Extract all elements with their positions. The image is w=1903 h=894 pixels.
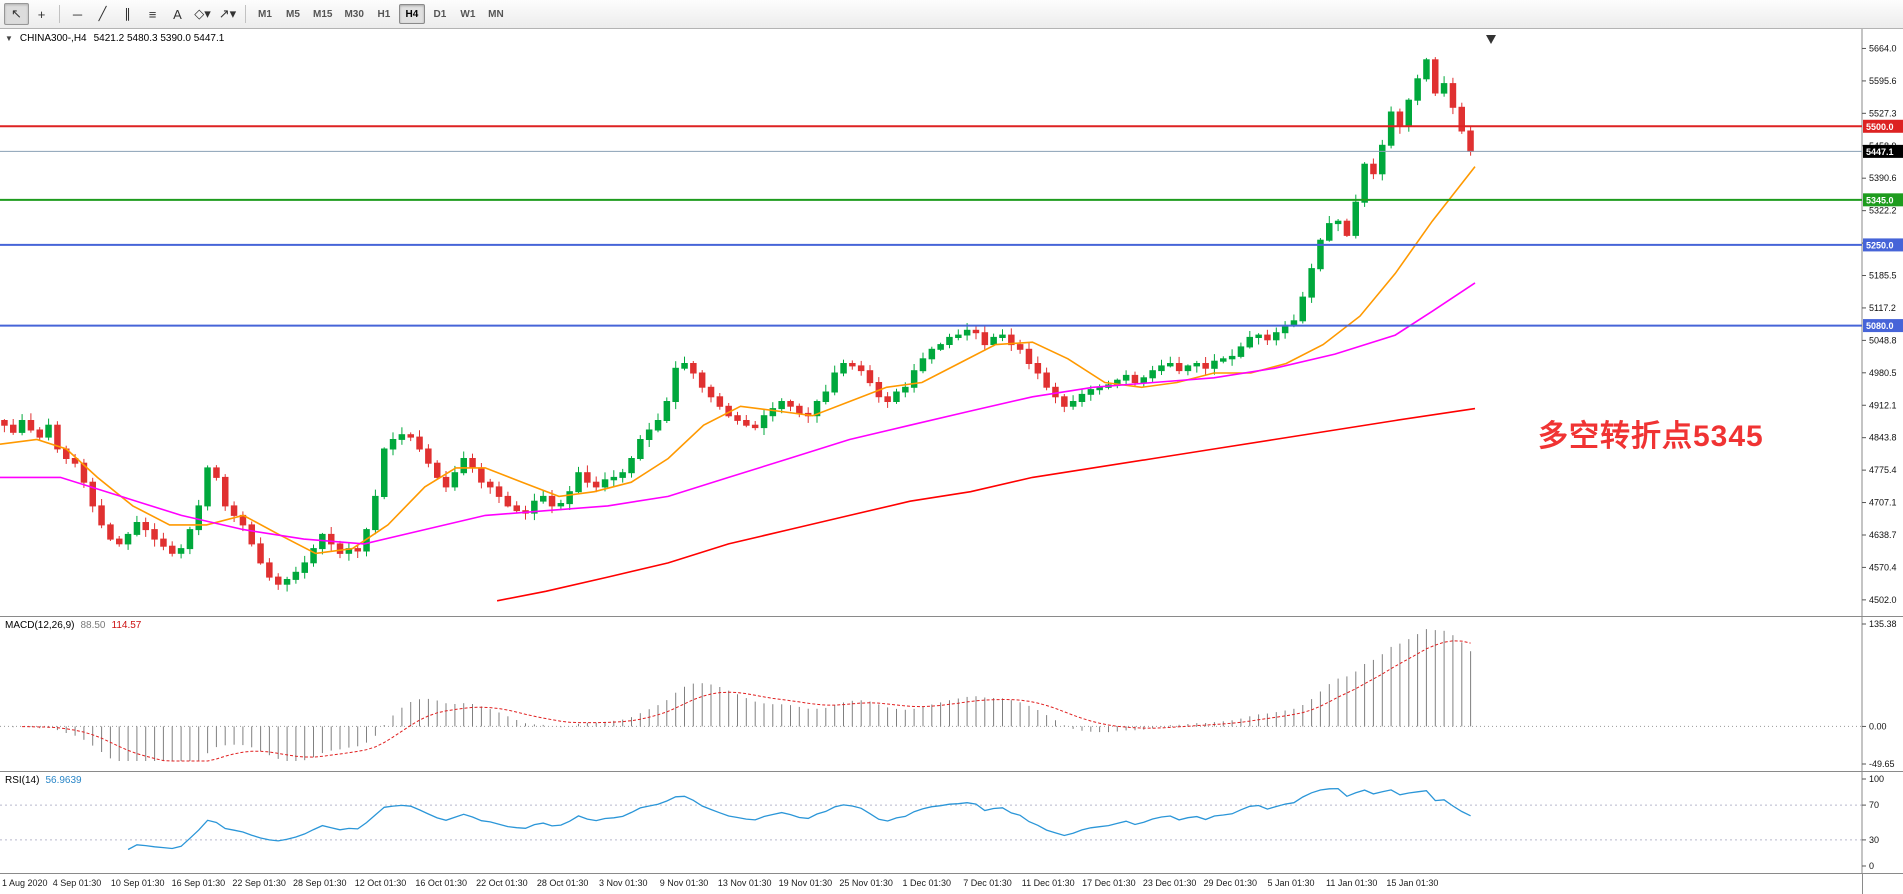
time-axis-label: 11 Dec 01:30 xyxy=(1021,878,1075,888)
horizontal-line-tool-button[interactable]: ─ xyxy=(72,6,83,22)
fibonacci-tool-button[interactable]: ≡ xyxy=(148,6,157,22)
timeframe-button-m30[interactable]: M30 xyxy=(344,8,364,20)
svg-text:5345.0: 5345.0 xyxy=(1866,195,1894,205)
time-axis-label: 11 Jan 01:30 xyxy=(1325,878,1378,888)
svg-text:5250.0: 5250.0 xyxy=(1866,240,1894,250)
shapes-tool-button[interactable]: ◇▾ xyxy=(194,6,211,21)
svg-text:5185.5: 5185.5 xyxy=(1869,271,1897,281)
ohlc-values: 5421.2 5480.3 5390.0 5447.1 xyxy=(93,33,225,44)
timeframe-button-m1[interactable]: M1 xyxy=(258,8,272,20)
timeframe-group: M1 M5 M15 M30 H1 H4 D1 W1 MN xyxy=(251,4,510,24)
svg-text:5117.2: 5117.2 xyxy=(1869,303,1896,313)
svg-text:-49.65: -49.65 xyxy=(1869,759,1895,769)
time-axis-label: 7 Dec 01:30 xyxy=(963,878,1012,888)
time-axis-label: 19 Nov 01:30 xyxy=(778,878,833,888)
time-axis-label: 12 Oct 01:30 xyxy=(354,878,407,888)
time-axis-label: 1 Dec 01:30 xyxy=(902,878,952,888)
time-axis-label: 22 Oct 01:30 xyxy=(476,878,528,888)
svg-text:4843.8: 4843.8 xyxy=(1869,433,1897,443)
time-axis-label: 22 Sep 01:30 xyxy=(232,878,286,888)
rsi-panel[interactable]: 100 70 30 0 RSI(14) 56.9639 xyxy=(0,771,1903,873)
svg-text:4775.4: 4775.4 xyxy=(1869,465,1897,475)
symbol-marker-icon: ▼ xyxy=(5,34,13,43)
macd-panel[interactable]: 135.38 0.00 -49.65 MACD(12,26,9) 88.50 114… xyxy=(0,616,1903,771)
macd-value-main: 88.50 xyxy=(80,620,106,631)
svg-text:5664.0: 5664.0 xyxy=(1869,43,1897,53)
svg-text:70: 70 xyxy=(1869,800,1879,810)
arrows-tool-button[interactable]: ↗▾ xyxy=(218,6,237,21)
time-axis-label: 10 Sep 01:30 xyxy=(110,878,165,888)
macd-canvas[interactable]: 135.38 0.00 -49.65 xyxy=(0,617,1903,771)
svg-text:5080.0: 5080.0 xyxy=(1866,321,1894,331)
time-axis-label: 23 Dec 01:30 xyxy=(1142,878,1197,888)
svg-text:4707.1: 4707.1 xyxy=(1869,498,1897,508)
timeframe-button-h4[interactable]: H4 xyxy=(398,4,425,24)
svg-text:0: 0 xyxy=(1869,861,1874,871)
time-axis-label: 15 Jan 01:30 xyxy=(1386,878,1439,888)
time-axis-label: 3 Nov 01:30 xyxy=(599,878,648,888)
svg-text:5447.1: 5447.1 xyxy=(1866,147,1894,157)
svg-text:0.00: 0.00 xyxy=(1869,721,1887,731)
timeframe-button-d1[interactable]: D1 xyxy=(433,8,447,20)
chart-annotation: 多空转折点5345 xyxy=(1538,420,1764,453)
main-chart-panel[interactable]: 5664.05595.65527.35458.95390.65322.25253… xyxy=(0,29,1903,616)
svg-text:5527.3: 5527.3 xyxy=(1869,108,1897,118)
macd-label: MACD(12,26,9) 88.50 114.57 xyxy=(5,620,141,631)
svg-text:4980.5: 4980.5 xyxy=(1869,368,1897,378)
toolbar-separator xyxy=(245,5,246,23)
svg-text:4638.7: 4638.7 xyxy=(1869,530,1897,540)
timeframe-button-mn[interactable]: MN xyxy=(488,8,504,20)
equidistant-channel-tool-button[interactable]: ∥ xyxy=(124,6,131,21)
main-chart-canvas[interactable]: 5664.05595.65527.35458.95390.65322.25253… xyxy=(0,29,1903,616)
time-axis-label: 16 Oct 01:30 xyxy=(415,878,467,888)
time-axis-label: 29 Dec 01:30 xyxy=(1203,878,1258,888)
svg-text:5390.6: 5390.6 xyxy=(1869,173,1897,183)
time-axis-label: 13 Nov 01:30 xyxy=(717,878,772,888)
svg-text:30: 30 xyxy=(1869,835,1879,845)
symbol-ohlc-line: ▼ CHINA300-,H4 5421.2 5480.3 5390.0 5447… xyxy=(5,33,224,44)
time-axis-label: 17 Dec 01:30 xyxy=(1082,878,1136,888)
rsi-label: RSI(14) 56.9639 xyxy=(5,775,82,786)
svg-text:5048.8: 5048.8 xyxy=(1869,335,1897,345)
time-axis-label: 9 Nov 01:30 xyxy=(659,878,709,888)
svg-text:5595.6: 5595.6 xyxy=(1869,76,1897,86)
rsi-title: RSI(14) xyxy=(5,775,40,786)
macd-title: MACD(12,26,9) xyxy=(5,620,75,631)
svg-text:4502.0: 4502.0 xyxy=(1869,595,1897,605)
rsi-canvas[interactable]: 100 70 30 0 xyxy=(0,772,1903,873)
time-axis-label: 25 Nov 01:30 xyxy=(839,878,893,888)
symbol-name: CHINA300-,H4 xyxy=(19,33,87,44)
cursor-tool-button[interactable]: ↖ xyxy=(4,3,29,25)
timeframe-button-m15[interactable]: M15 xyxy=(313,8,333,20)
time-axis-label: 5 Jan 01:30 xyxy=(1267,878,1315,888)
toolbar: ↖ + ─ ╱ ∥ ≡ A ◇▾ ↗▾ M1 M5 M15 M30 H1 H4 D1 W1 MN xyxy=(0,0,1903,29)
toolbar-separator xyxy=(59,5,60,23)
svg-text:135.38: 135.38 xyxy=(1869,619,1897,629)
timeframe-button-h1[interactable]: H1 xyxy=(377,8,391,20)
svg-text:100: 100 xyxy=(1869,774,1884,784)
timeframe-button-w1[interactable]: W1 xyxy=(460,8,476,20)
time-axis-label: 28 Oct 01:30 xyxy=(536,878,589,888)
svg-text:5322.2: 5322.2 xyxy=(1869,206,1897,216)
timeframe-button-m5[interactable]: M5 xyxy=(286,8,300,20)
svg-text:5500.0: 5500.0 xyxy=(1866,122,1894,132)
time-axis-label: 1 Aug 2020 xyxy=(2,878,48,888)
drawing-tools-group: ↖ + ─ ╱ ∥ ≡ A ◇▾ ↗▾ xyxy=(4,3,251,25)
text-tool-button[interactable]: A xyxy=(173,6,182,22)
svg-text:4912.1: 4912.1 xyxy=(1869,400,1897,410)
trendline-tool-button[interactable]: ╱ xyxy=(98,6,107,21)
macd-value-signal: 114.57 xyxy=(111,620,142,631)
time-axis[interactable]: 1 Aug 2020 4 Sep 01:30 10 Sep 01:30 16 Sep … xyxy=(0,873,1903,894)
time-axis-label: 28 Sep 01:30 xyxy=(293,878,347,888)
time-axis-label: 4 Sep 01:30 xyxy=(52,878,102,888)
svg-text:4570.4: 4570.4 xyxy=(1869,562,1897,572)
rsi-value: 56.9639 xyxy=(45,775,82,786)
crosshair-tool-button[interactable]: + xyxy=(37,6,46,22)
time-axis-label: 16 Sep 01:30 xyxy=(171,878,226,888)
